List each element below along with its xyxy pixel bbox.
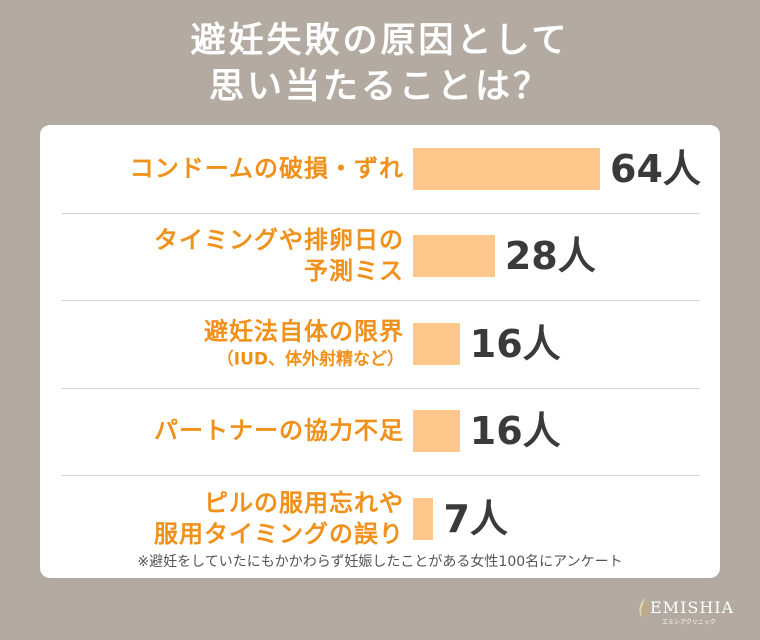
category-label: タイミングや排卵日の 予測ミス bbox=[84, 225, 404, 287]
panel bbox=[40, 125, 720, 578]
category-note: （IUD、体外射精など） bbox=[216, 349, 404, 370]
chart-title: 避妊失敗の原因として 思い当たることは？ bbox=[190, 21, 570, 107]
bar bbox=[413, 497, 434, 540]
row-separator bbox=[62, 300, 700, 301]
brand-name: EMISHIA bbox=[650, 598, 735, 617]
row-separator bbox=[62, 212, 700, 214]
brand-subname: エミシアクリニック bbox=[662, 619, 716, 626]
category-label: 避妊法自体の限界 （IUD、体外射精など） bbox=[84, 316, 404, 371]
value-label: 16人 bbox=[469, 321, 561, 366]
category-text: 避妊法自体の限界 bbox=[204, 317, 404, 346]
footnote: ※避妊をしていたにもかかわらず妊娠したことがある女性100名にアンケート bbox=[137, 554, 623, 570]
value-label: 28人 bbox=[504, 234, 596, 279]
bar bbox=[413, 410, 460, 453]
row-separator bbox=[62, 475, 700, 476]
category-text: タイミングや排卵日の 予測ミス bbox=[154, 226, 404, 286]
category-text: ピルの服用忘れや 服用タイミングの誤り bbox=[154, 488, 404, 548]
bar bbox=[413, 147, 600, 190]
bar bbox=[413, 322, 460, 365]
logo-icon bbox=[639, 598, 649, 618]
category-label: コンドームの破損・ずれ bbox=[84, 153, 404, 184]
category-label: パートナーの協力不足 bbox=[84, 416, 404, 447]
category-text: パートナーの協力不足 bbox=[154, 416, 404, 445]
bar bbox=[413, 235, 495, 278]
value-label: 7人 bbox=[443, 496, 508, 541]
value-label: 16人 bbox=[469, 409, 561, 454]
value-label: 64人 bbox=[610, 146, 701, 191]
row-separator bbox=[62, 387, 700, 389]
category-label: ピルの服用忘れや 服用タイミングの誤り bbox=[84, 488, 404, 550]
category-text: コンドームの破損・ずれ bbox=[129, 154, 404, 183]
